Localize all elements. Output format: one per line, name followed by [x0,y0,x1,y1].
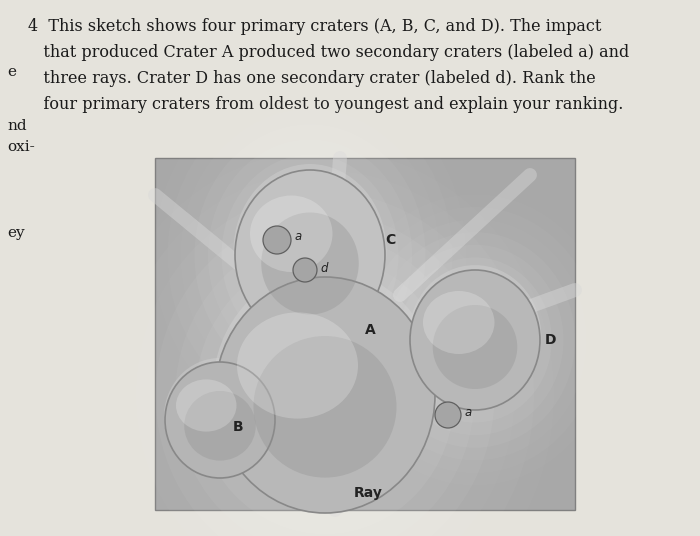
Text: Ray: Ray [354,486,382,500]
Ellipse shape [235,170,385,340]
Ellipse shape [195,256,455,534]
Text: oxi-: oxi- [7,140,35,154]
Text: 4  This sketch shows four primary craters (A, B, C, and D). The impact: 4 This sketch shows four primary craters… [28,18,601,35]
Text: nd: nd [7,119,27,133]
Circle shape [293,258,317,282]
Ellipse shape [176,379,237,431]
Ellipse shape [215,277,435,513]
Circle shape [263,226,291,254]
Ellipse shape [237,312,358,419]
Ellipse shape [409,265,541,408]
Ellipse shape [423,291,494,354]
Ellipse shape [184,391,256,460]
Ellipse shape [213,269,438,509]
Text: D: D [545,333,557,347]
Ellipse shape [433,305,517,389]
Ellipse shape [164,358,276,477]
Ellipse shape [410,270,540,410]
Text: e: e [7,65,16,79]
Ellipse shape [215,277,435,513]
Ellipse shape [398,257,552,422]
Text: three rays. Crater D has one secondary crater (labeled d). Rank the: three rays. Crater D has one secondary c… [28,70,596,87]
Ellipse shape [250,196,332,272]
Text: four primary craters from oldest to youngest and explain your ranking.: four primary craters from oldest to youn… [28,96,624,113]
Ellipse shape [235,170,385,340]
Text: a: a [295,230,302,243]
Text: B: B [233,420,244,434]
Text: C: C [385,233,396,247]
Text: d: d [320,262,328,274]
Text: that produced Crater A produced two secondary craters (labeled a) and: that produced Crater A produced two seco… [28,44,629,61]
Ellipse shape [410,270,540,410]
Ellipse shape [234,164,386,338]
Ellipse shape [165,362,275,478]
Ellipse shape [221,155,398,355]
Ellipse shape [253,336,396,478]
Circle shape [435,402,461,428]
Text: a: a [465,406,472,420]
Text: ey: ey [7,226,24,240]
Text: A: A [365,323,376,337]
Ellipse shape [261,212,358,315]
FancyBboxPatch shape [155,158,575,510]
